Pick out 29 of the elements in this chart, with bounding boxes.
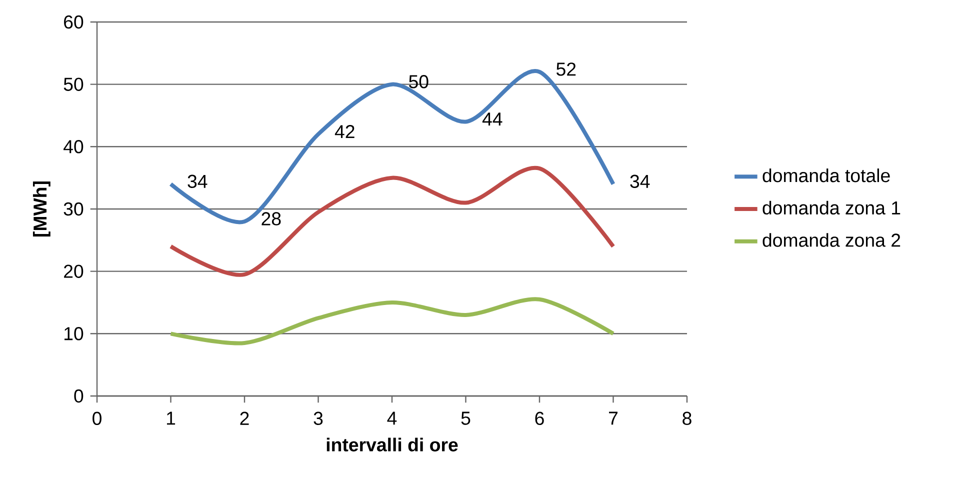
data-label: 28: [262, 212, 281, 226]
data-label: 34: [630, 174, 650, 188]
legend-label: domanda zona 1: [762, 200, 900, 215]
x-tick-label: 3: [314, 412, 323, 426]
x-tick-label: 0: [92, 412, 102, 426]
x-tick-label: 1: [166, 412, 176, 425]
line-series: [168, 166, 616, 277]
x-tick-label: 7: [609, 412, 618, 425]
legend-label: domanda totale: [762, 168, 890, 182]
y-tick-label: 10: [64, 327, 84, 340]
y-tick-label: 30: [64, 202, 84, 216]
x-tick-label: 8: [682, 412, 692, 426]
legend-label: domanda zona 2: [762, 233, 900, 247]
y-tick-label: 60: [64, 15, 84, 29]
data-label: 42: [334, 124, 354, 138]
y-tick-label: 0: [74, 389, 84, 403]
y-tick-label: 50: [64, 78, 84, 91]
data-label: 34: [188, 174, 208, 188]
y-axis-title: [MWh]: [32, 182, 50, 236]
x-axis-title: intervalli di ore: [326, 438, 458, 452]
x-tick-label: 6: [535, 412, 544, 426]
x-tick-label: 2: [240, 412, 249, 425]
data-label: 52: [556, 62, 576, 76]
line-series: [168, 297, 616, 346]
x-tick-label: 4: [387, 412, 397, 425]
y-tick-label: 40: [64, 140, 84, 154]
x-tick-label: 5: [461, 412, 470, 425]
data-label: 44: [482, 112, 502, 126]
y-tick-label: 20: [64, 264, 84, 278]
